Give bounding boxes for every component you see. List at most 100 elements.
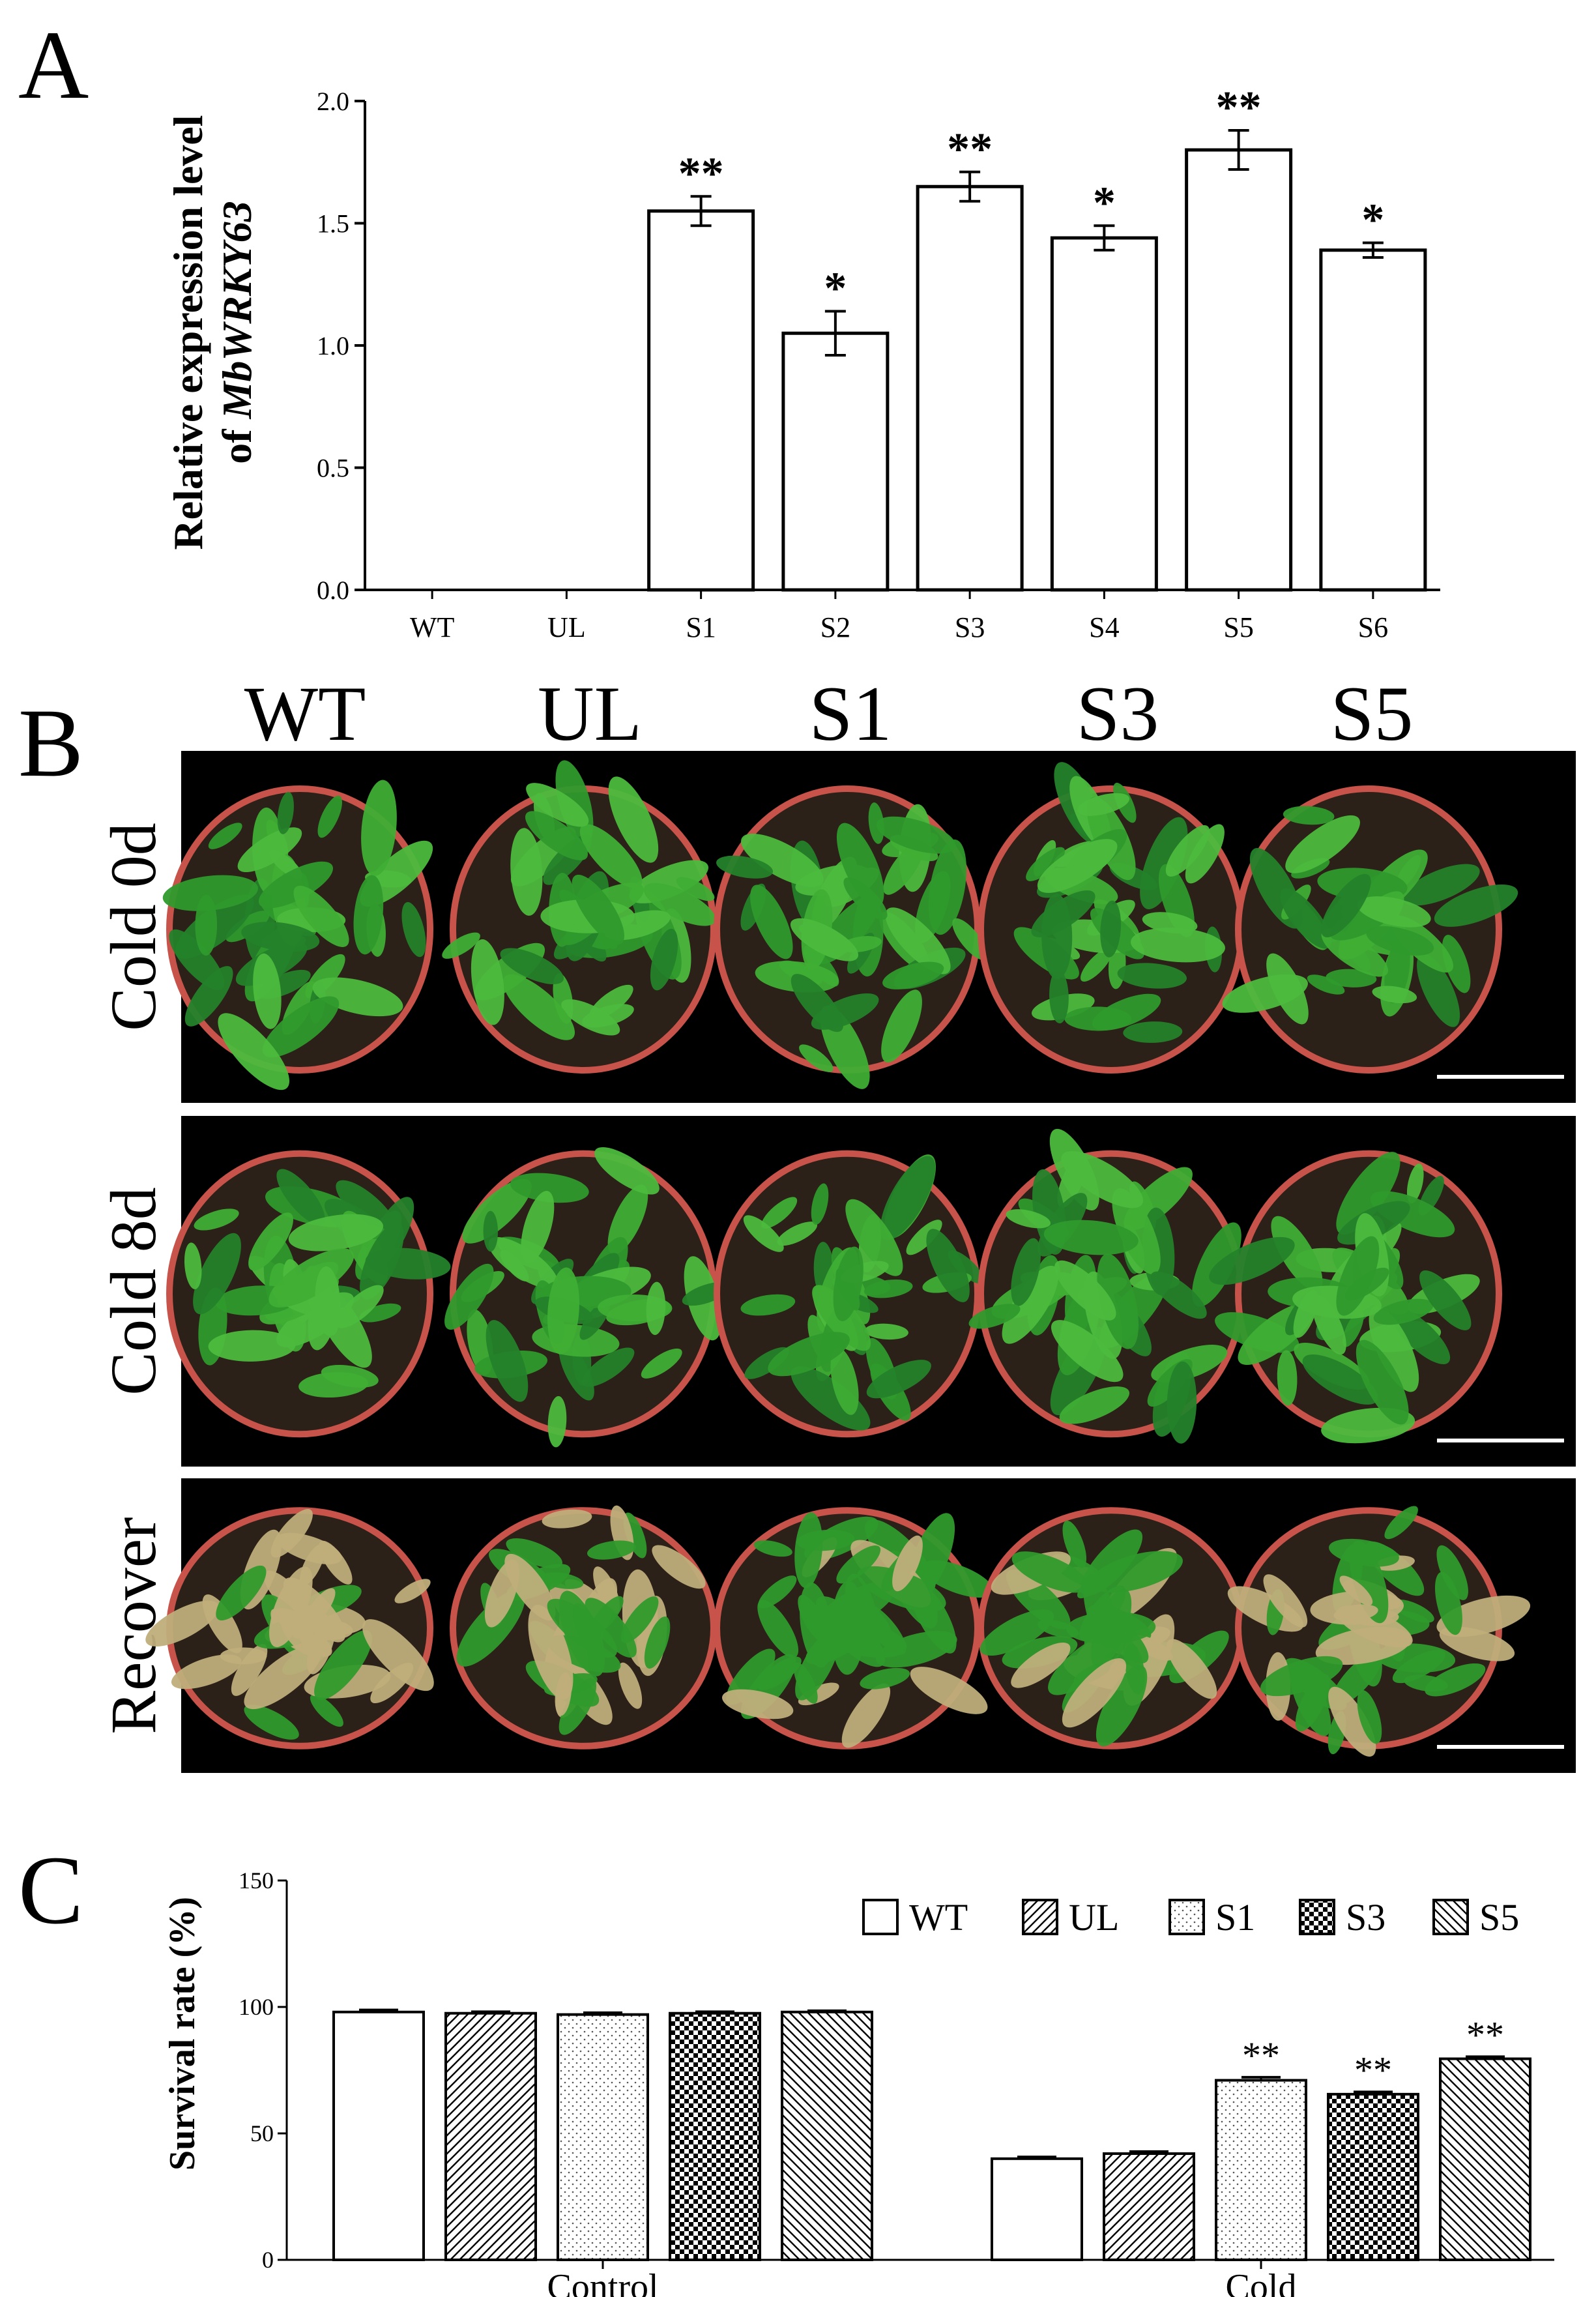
plant-leaf xyxy=(145,1600,220,1647)
plant-leaf xyxy=(1002,1265,1059,1344)
plant-leaf xyxy=(258,861,334,909)
plant-leaf xyxy=(360,1222,404,1300)
plant-leaf xyxy=(1328,1686,1376,1757)
chart-a-xtick-label: S4 xyxy=(1089,611,1119,643)
plant-leaf xyxy=(542,1509,592,1529)
plant-leaf xyxy=(208,823,242,849)
chart-c-ytick-label: 50 xyxy=(250,2120,274,2146)
chart-a-significance: * xyxy=(1361,196,1384,246)
plant-leaf xyxy=(753,1540,792,1557)
chart-a-xtick-label: WT xyxy=(410,611,455,643)
chart-a-significance: * xyxy=(1093,178,1116,228)
plant-leaf xyxy=(293,885,349,947)
plant-leaf xyxy=(1209,1236,1295,1285)
plant-leaf xyxy=(741,834,824,887)
plant-leaf xyxy=(1263,1574,1308,1628)
plant-leaf xyxy=(547,1267,579,1354)
plant-leaf xyxy=(486,1320,529,1402)
plant-leaf xyxy=(195,894,218,956)
plant-leaf xyxy=(952,918,988,960)
plant-leaf xyxy=(442,932,480,959)
chart-a-bar xyxy=(781,331,890,592)
plant-leaf xyxy=(1062,1520,1086,1568)
plant-leaf xyxy=(1321,873,1371,938)
plant-leaf xyxy=(483,1210,499,1252)
chart-c-ytick-label: 0 xyxy=(262,2247,274,2273)
plant-leaf xyxy=(1112,1188,1161,1275)
plant-leaf xyxy=(359,1303,401,1323)
photo-column-label: S5 xyxy=(1331,670,1414,757)
plant-leaf xyxy=(594,1147,660,1195)
plant-leaf xyxy=(462,1178,532,1244)
plant-leaf xyxy=(244,1704,299,1740)
chart-c-ytick-label: 100 xyxy=(239,1994,274,2020)
plant-leaf xyxy=(1392,1650,1445,1684)
plant-leaf xyxy=(237,827,302,873)
plant-leaf xyxy=(716,855,774,879)
plant-leaf xyxy=(1011,1643,1071,1688)
plant-leaf xyxy=(650,928,678,991)
plant-leaf xyxy=(1043,1220,1139,1255)
plant-leaf xyxy=(241,922,320,952)
plant-leaf xyxy=(547,1598,617,1658)
chart-a-significance: ** xyxy=(947,124,993,175)
plant-leaf xyxy=(1185,824,1225,884)
plant-leaf xyxy=(860,1667,910,1690)
chart-a-bar xyxy=(1050,236,1158,592)
plant-leaf xyxy=(1329,1538,1399,1567)
plant-leaf xyxy=(231,1644,268,1696)
plant-leaf xyxy=(758,1575,797,1609)
plant-leaf xyxy=(644,1616,671,1669)
legend-label: WT xyxy=(909,1896,968,1939)
chart-a-bar xyxy=(916,184,1024,592)
plant-leaf xyxy=(588,984,633,1020)
plant-leaf xyxy=(1011,1238,1041,1306)
plant-leaf xyxy=(510,1173,589,1203)
chart-c-bar xyxy=(669,2012,761,2261)
plant-leaf xyxy=(502,974,575,1040)
plant-leaf xyxy=(777,1222,818,1246)
plant-leaf xyxy=(581,1347,635,1387)
plant-leaf xyxy=(547,1396,567,1448)
legend-swatch xyxy=(1299,1899,1335,1935)
plant-leaf xyxy=(1419,1270,1472,1330)
plant-leaf xyxy=(646,1281,666,1336)
plant-leaf xyxy=(1372,986,1417,1004)
plant-leaf xyxy=(1321,928,1389,977)
plant-leaf xyxy=(1123,1021,1183,1043)
plant-leaf xyxy=(1339,1575,1373,1605)
plant-leaf xyxy=(791,974,843,1032)
chart-a-bars: ********* xyxy=(647,83,1427,592)
plant-leaf xyxy=(184,1242,202,1289)
plant-leaf xyxy=(276,1169,325,1225)
plant-leaf xyxy=(881,989,922,1063)
plant-leaf xyxy=(540,1572,584,1589)
plant-leaf xyxy=(1059,1386,1129,1424)
chart-a-xtick-label: UL xyxy=(547,611,586,643)
plant-leaf xyxy=(863,1280,913,1298)
plant-leaf xyxy=(799,1044,834,1072)
plant-leaf xyxy=(298,1372,369,1398)
plant-leaf xyxy=(1142,912,1198,934)
chart-a-bar xyxy=(647,209,755,592)
plant-leaf xyxy=(750,885,793,959)
plant-leaf xyxy=(1125,1643,1145,1695)
plant-leaf xyxy=(184,966,233,1027)
legend-label: S5 xyxy=(1479,1896,1519,1939)
plant-leaf xyxy=(906,1220,942,1255)
plant-leaf xyxy=(248,1212,293,1271)
plant-leaf xyxy=(216,1565,267,1621)
plant-leaf xyxy=(1369,1306,1419,1392)
chart-c-ylabel: Survival rate (%) xyxy=(162,1897,203,2171)
plant-leaf xyxy=(262,996,340,1058)
plant-leaf xyxy=(1373,1298,1434,1325)
plant-leaf xyxy=(585,1598,637,1658)
plant-leaf xyxy=(500,948,564,985)
plant-leaf xyxy=(521,1190,555,1263)
plant-leaf xyxy=(162,875,258,911)
plant-leaf xyxy=(1051,1320,1124,1383)
plant-leaf xyxy=(833,1246,863,1321)
plant-leaf xyxy=(811,1183,829,1225)
plant-leaf xyxy=(1222,974,1308,1013)
plant-leaf xyxy=(845,1199,903,1276)
